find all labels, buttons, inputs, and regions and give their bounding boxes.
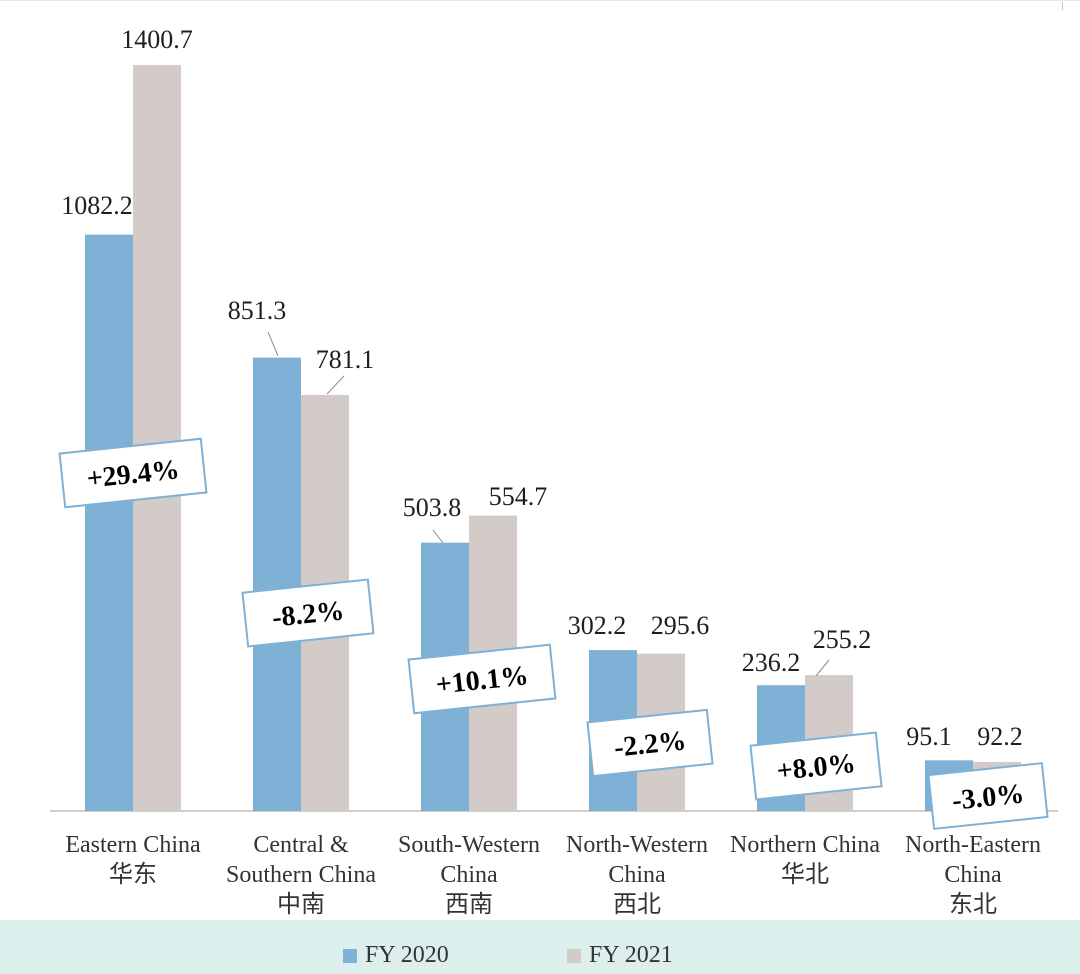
value-label-fy2020: 851.3 <box>228 296 287 325</box>
category-label: 西南 <box>445 891 493 918</box>
top-border <box>0 0 1080 1</box>
legend-item-fy2020: FY 2020 <box>343 942 449 969</box>
category-label: 西北 <box>613 891 661 918</box>
leader-line <box>326 375 345 395</box>
change-box-rect <box>749 731 883 801</box>
value-label-fy2021: 255.2 <box>813 625 872 654</box>
category-label: Southern China <box>226 862 376 888</box>
change-box: -8.2% <box>241 578 375 648</box>
category-label: South-Western <box>398 832 540 858</box>
value-label-fy2021: 781.1 <box>316 345 375 374</box>
category-label: Northern China <box>730 832 880 858</box>
leader-line <box>432 529 444 544</box>
change-label: -3.0% <box>951 778 1026 816</box>
category-label: China <box>944 862 1002 888</box>
category-label: North-Eastern <box>905 832 1041 858</box>
category-label: Eastern China <box>65 832 201 858</box>
change-box-rect <box>927 762 1049 830</box>
category-label: China <box>608 862 666 888</box>
change-box-rect <box>58 437 208 509</box>
value-label-fy2020: 503.8 <box>403 493 462 522</box>
category-label: Central & <box>253 832 349 858</box>
change-label: -2.2% <box>613 725 688 763</box>
change-box: -3.0% <box>927 762 1049 830</box>
value-label-fy2021: 1400.7 <box>121 25 193 54</box>
change-box: -2.2% <box>586 708 714 778</box>
category-label: 中南 <box>277 891 325 918</box>
corner-tick <box>1062 2 1063 10</box>
category-label: 华北 <box>781 861 829 888</box>
category-label: 华东 <box>109 861 157 888</box>
value-label-fy2020: 302.2 <box>568 611 627 640</box>
bar-chart-svg: 1082.2 1400.7 Eastern China 华东 851.3 781.1 Cen… <box>50 25 1058 918</box>
bar-fy2020 <box>85 234 133 811</box>
legend-swatch-fy2021 <box>567 948 581 963</box>
leader-line <box>815 659 830 677</box>
category-label: North-Western <box>566 832 708 858</box>
leader-line <box>267 331 279 357</box>
value-label-fy2021: 554.7 <box>489 482 548 511</box>
value-label-fy2020: 1082.2 <box>61 191 133 220</box>
change-box-rect <box>407 643 557 715</box>
category-label: 东北 <box>949 891 997 918</box>
bar-fy2020 <box>253 357 301 811</box>
value-label-fy2020: 95.1 <box>906 722 952 751</box>
legend: FY 2020 FY 2021 <box>0 920 1080 974</box>
change-label: -8.2% <box>271 595 346 633</box>
change-box: +10.1% <box>407 643 557 715</box>
legend-label-fy2020: FY 2020 <box>365 942 449 968</box>
change-box: +8.0% <box>749 731 883 801</box>
legend-label-fy2021: FY 2021 <box>589 942 673 968</box>
category-label: China <box>440 862 498 888</box>
change-box-rect <box>241 578 375 648</box>
legend-item-fy2021: FY 2021 <box>567 942 673 969</box>
change-box: +29.4% <box>58 437 208 509</box>
bar-fy2021 <box>133 65 181 811</box>
legend-swatch-fy2020 <box>343 948 357 963</box>
value-label-fy2021: 92.2 <box>977 722 1023 751</box>
change-box-rect <box>586 708 714 778</box>
value-label-fy2021: 295.6 <box>651 611 710 640</box>
value-label-fy2020: 236.2 <box>742 648 801 677</box>
